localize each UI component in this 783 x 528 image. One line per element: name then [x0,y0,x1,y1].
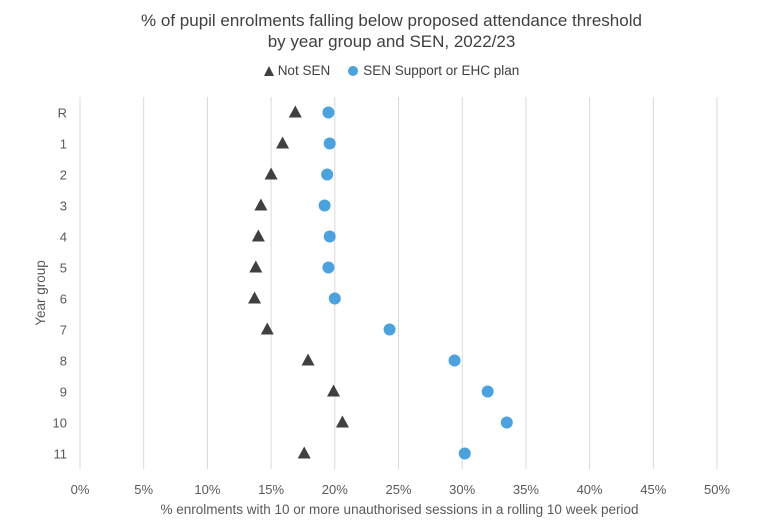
not-sen-point [276,136,290,149]
y-tick-label: 7 [60,323,67,338]
x-tick-label: 0% [71,482,90,497]
not-sen-point [251,229,265,242]
sen-point [323,230,336,243]
chart-title-line-1: % of pupil enrolments falling below prop… [141,11,642,30]
not-sen-point [335,415,349,428]
y-tick-label: 6 [60,292,67,307]
y-tick-label: 2 [60,168,67,183]
not-sen-point [288,105,302,118]
not-sen-point [301,353,315,366]
chart-legend: Not SEN SEN Support or EHC plan [0,63,783,78]
sen-point [448,354,461,367]
chart-title-line-2: by year group and SEN, 2022/23 [267,32,516,51]
legend-item-not-sen: Not SEN [263,63,331,78]
x-axis-title: % enrolments with 10 or more unauthorise… [160,502,638,517]
sen-point [322,106,335,119]
x-tick-label: 35% [513,482,539,497]
x-tick-label: 45% [640,482,666,497]
legend-label-not-sen: Not SEN [277,63,331,78]
sen-point [458,447,471,460]
y-tick-label: 9 [60,385,67,400]
y-tick-label: 1 [60,137,67,152]
not-sen-point [249,260,263,273]
not-sen-point [327,384,341,397]
x-tick-label: 10% [194,482,220,497]
legend-label-sen: SEN Support or EHC plan [363,63,520,78]
sen-point [481,385,494,398]
y-tick-label: 11 [54,447,68,462]
x-tick-label: 20% [322,482,348,497]
not-sen-point [254,198,268,211]
circle-marker-icon [348,65,359,76]
legend-item-sen: SEN Support or EHC plan [348,63,519,78]
x-tick-label: 40% [577,482,603,497]
triangle-marker-icon [263,65,274,76]
not-sen-point [297,446,311,459]
y-tick-label: 3 [60,199,67,214]
x-tick-label: 50% [704,482,730,497]
y-tick-label: 10 [53,416,67,431]
sen-point [500,416,513,429]
sen-point [322,261,335,274]
sen-point [321,168,334,181]
y-tick-label: 4 [60,230,67,245]
sen-point [383,323,396,336]
sen-point [323,137,336,150]
y-tick-label: 5 [60,261,67,276]
sen-point [328,292,341,305]
sen-point [318,199,331,212]
x-tick-label: 15% [258,482,284,497]
y-tick-label: 8 [60,354,67,369]
x-tick-label: 25% [385,482,411,497]
y-tick-label: R [58,106,67,121]
not-sen-point [264,167,278,180]
x-tick-label: 5% [134,482,153,497]
not-sen-point [248,291,262,304]
x-tick-label: 30% [449,482,475,497]
not-sen-point [260,322,274,335]
y-axis-title: Year group [33,260,48,326]
